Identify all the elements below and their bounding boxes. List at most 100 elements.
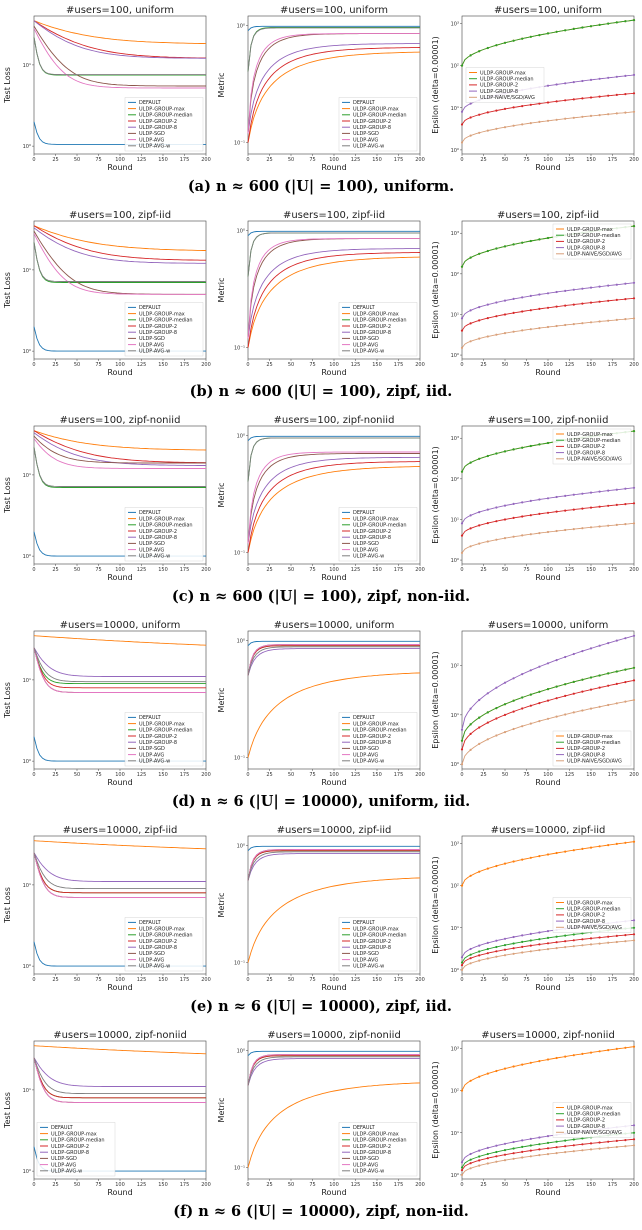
series-line-uldp-avg <box>247 644 420 676</box>
series-marker-uldp-group-median <box>529 939 532 942</box>
legend-label-uldp-group-median: ULDP-GROUP-median <box>353 318 407 324</box>
series-marker-uldp-naive-sgd-avg <box>512 330 515 333</box>
y-axis-label: Test Loss <box>3 272 12 309</box>
y-axis-label: Metric <box>217 1098 226 1123</box>
series-line-default <box>247 230 420 237</box>
series-marker-uldp-group-median <box>598 23 601 26</box>
x-tick-label: 25 <box>480 567 486 573</box>
series-marker-uldp-group-median <box>572 1138 575 1141</box>
series-marker-uldp-naive-sgd-avg <box>572 711 575 714</box>
legend-label-uldp-group-2: ULDP-GROUP-2 <box>51 1144 89 1150</box>
series-marker-uldp-naive-sgd-avg <box>624 523 627 526</box>
series-marker-uldp-group-median <box>589 25 593 28</box>
series-marker-uldp-group-2 <box>469 957 472 960</box>
series-marker-uldp-group-8 <box>555 495 558 499</box>
x-tick-label: 25 <box>52 772 58 778</box>
series-marker-uldp-group-8 <box>478 698 481 702</box>
x-tick-label: 75 <box>523 362 529 368</box>
x-axis-label: Round <box>107 778 132 787</box>
series-marker-uldp-group-2 <box>546 699 550 702</box>
series-marker-uldp-naive-sgd-avg <box>486 129 489 132</box>
series-marker-uldp-group-median <box>521 1145 524 1148</box>
series-marker-uldp-naive-sgd-avg <box>572 945 575 948</box>
legend-label-uldp-group-8: ULDP-GROUP-8 <box>139 535 177 541</box>
series-marker-uldp-group-max <box>624 841 627 844</box>
series-marker-uldp-group-2 <box>478 113 481 116</box>
series-marker-uldp-naive-sgd-avg <box>503 126 507 129</box>
series-marker-uldp-group-2 <box>538 307 541 310</box>
series-marker-uldp-group-2 <box>581 507 584 510</box>
x-tick-label: 150 <box>372 157 382 163</box>
series-marker-uldp-group-max <box>589 1051 593 1054</box>
x-tick-label: 0 <box>246 1182 249 1188</box>
series-marker-uldp-group-2 <box>555 510 558 513</box>
series-line-uldp-group-2 <box>33 852 206 894</box>
x-tick-label: 0 <box>460 977 463 983</box>
series-marker-uldp-group-2 <box>529 514 532 517</box>
chart-title: #users=100, uniform <box>280 5 388 16</box>
series-marker-uldp-group-median <box>632 225 636 228</box>
series-marker-uldp-group-2 <box>581 302 584 305</box>
series-line-uldp-group-2 <box>247 252 421 348</box>
series-marker-uldp-group-median <box>521 446 524 449</box>
x-tick-label: 25 <box>266 977 272 983</box>
series-marker-uldp-group-2 <box>624 503 627 506</box>
legend-label-uldp-group-2: ULDP-GROUP-2 <box>353 119 391 125</box>
series-marker-uldp-group-2 <box>615 503 618 506</box>
series-marker-uldp-group-2 <box>546 306 550 309</box>
series-marker-uldp-group-2 <box>564 99 567 102</box>
series-line-uldp-group-2 <box>247 47 421 143</box>
series-marker-uldp-group-2 <box>495 950 498 953</box>
series-marker-uldp-group-8 <box>607 642 610 645</box>
y-axis-label: Epsilon (delta=0.00001) <box>431 36 440 134</box>
series-line-uldp-group-8 <box>247 648 420 676</box>
series-marker-uldp-group-8 <box>564 82 567 85</box>
y-tick-label: 10⁻¹ <box>234 756 245 762</box>
series-marker-uldp-naive-sgd-avg <box>469 748 472 751</box>
series-marker-uldp-group-median <box>581 1137 584 1140</box>
legend-label-uldp-sgd: ULDP-SGD <box>353 746 379 752</box>
series-marker-uldp-group-2 <box>581 1143 584 1146</box>
series-marker-uldp-group-median <box>521 241 524 244</box>
legend-label-uldp-avg: ULDP-AVG <box>139 752 164 758</box>
series-marker-uldp-group-max <box>546 853 550 856</box>
caption-f: (f) n ≈ 6 (|U| = 10000), zipf, non-iid. <box>173 1203 469 1220</box>
series-marker-uldp-naive-sgd-avg <box>632 522 636 525</box>
series-marker-uldp-naive-sgd-avg <box>478 742 481 745</box>
x-tick-label: 25 <box>266 772 272 778</box>
series-line-uldp-group-max <box>247 256 421 348</box>
series-marker-uldp-group-median <box>572 680 575 683</box>
series-marker-uldp-naive-sgd-avg <box>632 698 636 702</box>
legend-label-uldp-avg-w: ULDP-AVG-w <box>353 144 384 150</box>
legend-label-uldp-avg: ULDP-AVG <box>139 547 164 553</box>
chart-title: #users=10000, zipf-noniid <box>53 1030 187 1041</box>
legend-label-uldp-group-2: ULDP-GROUP-2 <box>480 83 518 89</box>
series-marker-uldp-group-2 <box>495 109 498 112</box>
series-line-uldp-group-max <box>247 672 421 758</box>
series-marker-uldp-group-2 <box>581 690 584 693</box>
series-marker-uldp-group-max <box>503 1067 507 1070</box>
series-line-uldp-group-max <box>247 877 421 963</box>
series-marker-uldp-group-max <box>632 1045 636 1048</box>
series-marker-uldp-group-max <box>564 850 567 853</box>
legend-label-uldp-avg: ULDP-AVG <box>353 547 378 553</box>
x-tick-label: 125 <box>351 362 361 368</box>
series-marker-uldp-group-8 <box>503 504 507 507</box>
series-line-uldp-group-8 <box>461 635 635 730</box>
series-marker-uldp-group-2 <box>572 98 575 101</box>
series-line-uldp-group-median <box>33 447 206 488</box>
x-tick-label: 200 <box>415 362 425 368</box>
legend-label-uldp-group-max: ULDP-GROUP-max <box>353 721 399 727</box>
series-marker-uldp-group-8 <box>589 286 593 289</box>
legend-label-uldp-group-median: ULDP-GROUP-median <box>567 907 621 913</box>
x-tick-label: 50 <box>74 1182 80 1188</box>
x-tick-label: 175 <box>394 1182 404 1188</box>
series-marker-uldp-naive-sgd-avg <box>521 123 524 126</box>
series-marker-uldp-naive-sgd-avg <box>546 530 550 534</box>
y-axis-label: Metric <box>217 483 226 508</box>
series-marker-uldp-group-8 <box>512 502 515 505</box>
legend-label-uldp-sgd: ULDP-SGD <box>353 336 379 342</box>
series-line-uldp-avg <box>247 451 420 544</box>
legend-label-uldp-group-8: ULDP-GROUP-8 <box>353 740 391 746</box>
series-marker-uldp-group-2 <box>624 93 627 96</box>
